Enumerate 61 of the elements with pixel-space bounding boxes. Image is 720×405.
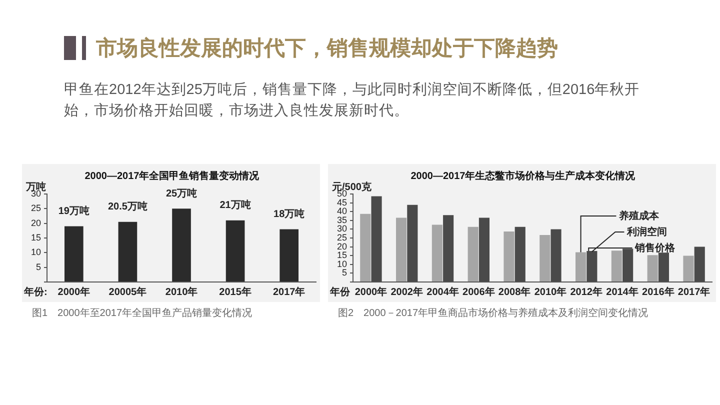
x-tick-label: 20005年 [108, 286, 147, 298]
x-tick-label: 2004年 [426, 286, 459, 298]
data-label: 19万吨 [58, 205, 90, 218]
x-tick-label: 2014年 [606, 286, 638, 298]
x-tick-label: 2015年 [219, 286, 252, 298]
y-tick-label: 15 [30, 232, 42, 242]
data-label: 20.5万吨 [108, 200, 148, 213]
bar [611, 250, 622, 282]
caption: 图2 2000－2017年甲鱼商品市场价格与养殖成本及利润空间变化情况 [337, 306, 650, 320]
text: 养殖成本 [618, 210, 660, 222]
y-tick-label: 25 [336, 232, 348, 242]
x-tick-label: 2017年 [678, 286, 710, 298]
x-tick-label: 2000年 [354, 286, 388, 298]
bar [118, 222, 138, 282]
x-axis-title: 年份 [329, 286, 351, 298]
data-label: 18万吨 [274, 208, 305, 220]
bar [576, 252, 586, 282]
bar [64, 226, 84, 282]
y-tick-label: 10 [30, 247, 42, 258]
bar [504, 231, 514, 282]
y-tick-label: 30 [336, 224, 348, 234]
x-tick-label: 2017年 [272, 286, 306, 298]
y-tick-label: 20 [336, 241, 348, 252]
bar [226, 220, 245, 282]
bar [360, 214, 371, 282]
y-axis-title: 万吨 [25, 180, 46, 193]
y-tick-label: 5 [36, 262, 42, 272]
bar [172, 208, 191, 282]
chart-title: 2000—2017年生态鳖市场价格与生产成本变化情况 [410, 170, 636, 182]
data-label: 21万吨 [220, 199, 251, 212]
bar [468, 226, 478, 282]
caption: 图1 2000年至2017年全国甲鱼产品销量变化情况 [31, 306, 254, 320]
annotation: 利润空间 [626, 226, 668, 238]
chart-title: 2000—2017年全国甲鱼销售量变动情况 [84, 170, 260, 182]
bar [280, 229, 299, 282]
y-tick-label: 15 [336, 250, 348, 260]
x-tick-label: 2016年 [642, 286, 674, 298]
x-tick-label: 2012年 [570, 286, 602, 298]
x-tick-label: 2000年 [58, 286, 90, 298]
bar [683, 256, 694, 282]
x-axis-title: 年份: [23, 286, 48, 298]
y-tick-label: 5 [342, 268, 348, 278]
y-tick-label: 45 [336, 197, 348, 208]
data-label: 25万吨 [166, 187, 198, 200]
bar [432, 224, 442, 282]
bar [647, 255, 658, 282]
y-tick-label: 40 [336, 206, 348, 216]
x-tick-label: 2002年 [390, 286, 423, 298]
text: 市场良性发展的时代下，销售规模却处于下降趋势 [96, 36, 558, 62]
series-label: 销售价格 [634, 242, 676, 254]
bar [396, 218, 407, 282]
x-tick-label: 2006年 [462, 286, 495, 298]
y-tick-label: 25 [30, 203, 42, 214]
y-tick-label: 35 [336, 214, 348, 225]
y-tick-label: 20 [30, 218, 42, 228]
x-tick-label: 2008年 [498, 286, 531, 298]
x-tick-label: 2010年 [534, 286, 567, 298]
y-tick-label: 10 [336, 258, 348, 269]
text: 甲鱼在2012年达到25万吨后，销售量下降，与此同时利润空间不断降低，但2016年秋开始，市场价格开始回暖，市场进入良性发展新时代。 [64, 80, 641, 121]
bar [540, 235, 550, 282]
x-tick-label: 2010年 [165, 286, 198, 298]
